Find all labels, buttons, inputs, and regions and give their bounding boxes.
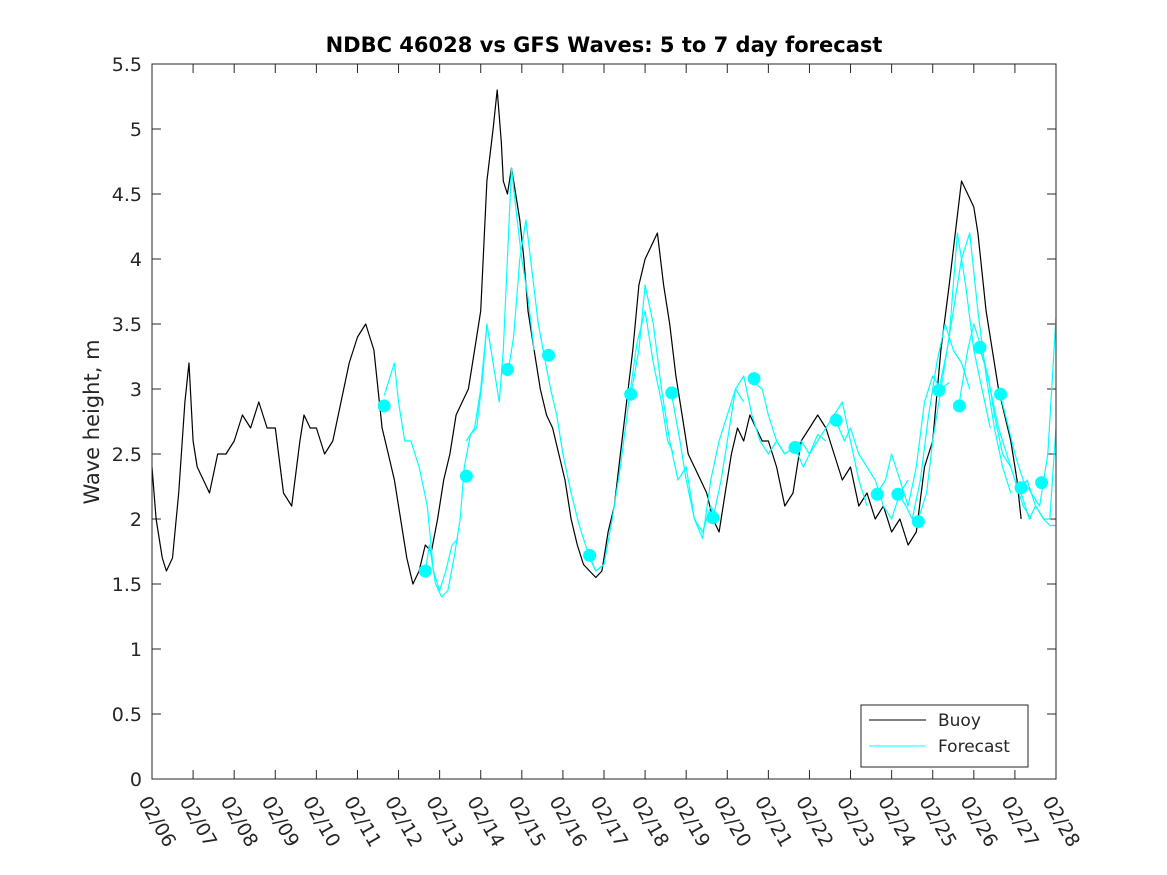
forecast-series-line: [835, 421, 909, 520]
forecast-marker: [788, 441, 802, 454]
y-axis-label: Wave height, m: [80, 339, 104, 504]
axis-ticks: [151, 63, 1057, 780]
forecast-series-line: [712, 375, 786, 520]
forecast-marker: [377, 399, 391, 413]
forecast-marker: [665, 386, 679, 400]
y-tick-label: 3: [130, 379, 142, 401]
y-tick-label: 4.5: [112, 184, 142, 206]
forecast-series-line: [1020, 492, 1056, 527]
y-axis-tick-labels: 0 0.5 1 1.5 2 2.5 3 3.5 4 4.5 5 5.5: [112, 54, 142, 791]
forecast-marker: [891, 487, 905, 501]
forecast-marker: [542, 348, 556, 362]
forecast-marker: [994, 387, 1008, 401]
legend-label-forecast: Forecast: [938, 737, 1010, 757]
forecast-series-line: [938, 232, 1012, 494]
forecast-series-line: [383, 362, 459, 592]
forecast-marker: [500, 363, 514, 376]
forecast-series-line: [506, 219, 605, 572]
y-tick-label: 2: [130, 509, 142, 531]
forecast-marker: [1035, 476, 1049, 490]
legend: Buoy Forecast: [860, 704, 1029, 768]
forecast-marker: [747, 372, 761, 386]
forecast-marker: [870, 487, 884, 501]
buoy-series-line: [152, 89, 1022, 585]
chart-title: NDBC 46028 vs GFS Waves: 5 to 7 day fore…: [326, 33, 883, 57]
y-tick-label: 4: [130, 249, 142, 271]
forecast-marker: [418, 564, 432, 578]
y-tick-label: 1.5: [112, 574, 142, 596]
forecast-marker: [583, 548, 597, 562]
series-group: [152, 89, 1056, 598]
forecast-series-line: [589, 310, 675, 572]
y-tick-label: 0: [130, 769, 142, 791]
forecast-marker: [829, 413, 843, 427]
forecast-marker: [911, 515, 925, 529]
forecast-series-line: [917, 232, 991, 520]
forecast-marker: [624, 387, 638, 401]
forecast-marker: [932, 383, 946, 397]
plot-area: [152, 64, 1056, 779]
y-tick-label: 5.5: [112, 54, 142, 76]
y-tick-label: 0.5: [112, 704, 142, 726]
forecast-marker: [952, 399, 966, 413]
series-layer: [152, 89, 1056, 598]
y-tick-label: 5: [130, 119, 142, 141]
forecast-marker: [706, 511, 720, 525]
y-tick-label: 1: [130, 639, 142, 661]
y-tick-label: 3.5: [112, 314, 142, 336]
forecast-series-line: [465, 167, 535, 442]
legend-box: [860, 704, 1029, 768]
forecast-marker: [973, 340, 987, 354]
forecast-series-line: [671, 388, 745, 540]
forecast-marker: [459, 469, 473, 483]
plot-frame: [151, 63, 1057, 780]
forecast-series-line: [424, 323, 488, 598]
forecast-series-line: [876, 375, 950, 507]
y-tick-label: 2.5: [112, 444, 142, 466]
forecast-marker: [1014, 481, 1028, 495]
forecast-series-line: [753, 382, 827, 455]
legend-label-buoy: Buoy: [938, 711, 981, 731]
